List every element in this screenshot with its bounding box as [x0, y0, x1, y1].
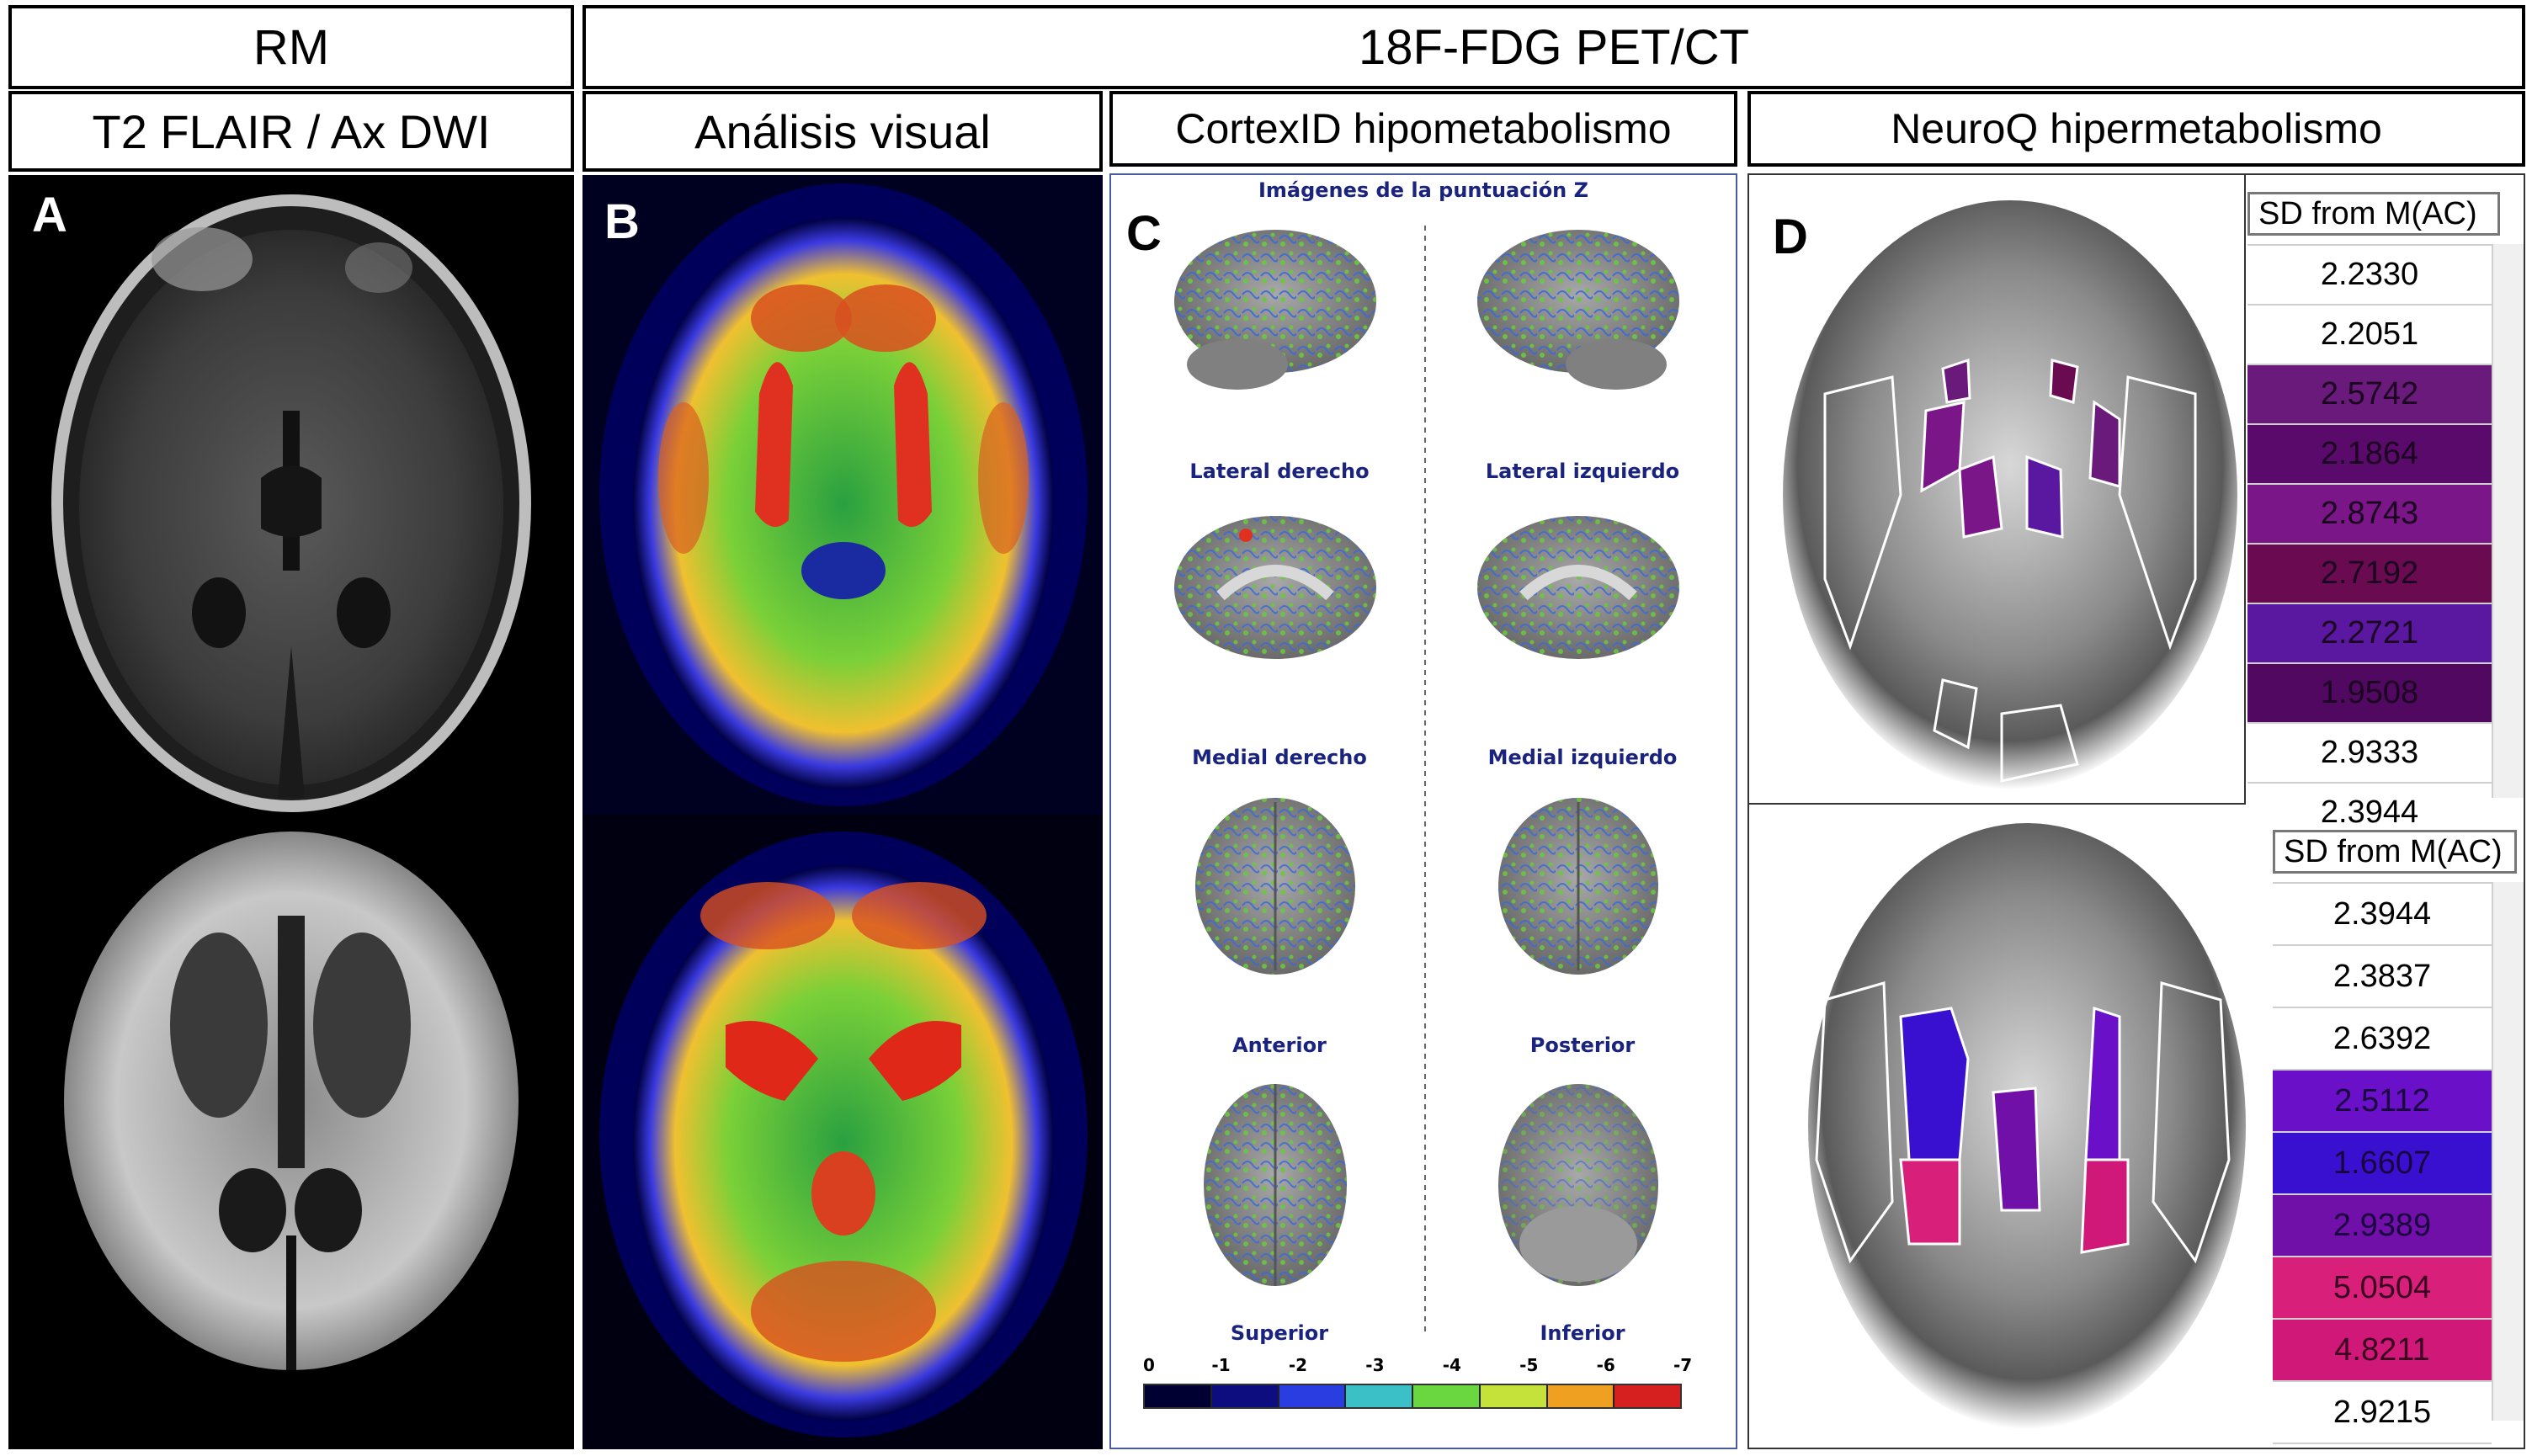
neuroq-table-cell[interactable]: 2.9389 — [2273, 1193, 2492, 1256]
brain-lateral-right — [1174, 230, 1376, 390]
neuroq-table-cell[interactable]: 2.1864 — [2247, 423, 2492, 483]
view-label-medial-left: Medial izquierdo — [1487, 746, 1678, 769]
dwi-axial-image — [64, 832, 519, 1370]
brain-medial-left — [1477, 516, 1679, 659]
header-mri-sequences-label: T2 FLAIR / Ax DWI — [92, 104, 491, 158]
colorbar-tick-label: -2 — [1288, 1355, 1308, 1375]
neuroq-table-header[interactable]: SD from M(AC) — [2273, 830, 2517, 874]
brain-lateral-left — [1477, 230, 1679, 390]
view-label-lateral-right: Lateral derecho — [1189, 460, 1370, 483]
neuroq-table-cell[interactable]: 2.7192 — [2247, 543, 2492, 603]
header-neuroq-label: NeuroQ hipermetabolismo — [1891, 105, 2382, 152]
cortexid-brain-views — [1174, 226, 1679, 1336]
colorbar-segment — [1412, 1385, 1479, 1407]
header-neuroq: NeuroQ hipermetabolismo — [1747, 91, 2525, 167]
brain-medial-right — [1174, 516, 1376, 659]
view-label-inferior: Inferior — [1540, 1321, 1625, 1345]
header-pet-ct-label: 18F-FDG PET/CT — [1358, 19, 1750, 75]
panel-a-letter: A — [32, 188, 67, 242]
colorbar-tick-label: 0 — [1143, 1355, 1155, 1375]
panel-c-letter: C — [1126, 206, 1162, 261]
header-rm: RM — [8, 5, 574, 89]
colorbar-segment — [1145, 1385, 1210, 1407]
panel-c-cortexid: Imágenes de la puntuación Z C — [1109, 173, 1737, 1449]
neuroq-table-cell[interactable]: 2.9215 — [2273, 1380, 2492, 1443]
header-cortexid: CortexID hipometabolismo — [1109, 91, 1737, 167]
colorbar-tick-label: -3 — [1365, 1355, 1385, 1375]
header-pet-ct: 18F-FDG PET/CT — [582, 5, 2525, 89]
brain-posterior — [1498, 798, 1658, 975]
panel-d-neuroq: D SD from M(AC) 2.2330 2.2051 2.5742 2.1864 2… — [1747, 173, 2525, 1449]
colorbar-tick-label: -7 — [1673, 1355, 1693, 1375]
view-label-superior: Superior — [1230, 1321, 1329, 1345]
colorbar-segment — [1478, 1385, 1546, 1407]
flair-axial-image — [51, 194, 531, 812]
colorbar-segment — [1545, 1385, 1614, 1407]
neuroq-table-cell[interactable]: 2.9333 — [2247, 722, 2492, 782]
neuroq-table-cell[interactable]: 2.3944 — [2273, 882, 2492, 944]
mri-images — [51, 194, 531, 1370]
colorbar-segment — [1344, 1385, 1412, 1407]
neuroq-table-cell[interactable]: 2.5742 — [2247, 364, 2492, 423]
neuroq-table-header[interactable]: SD from M(AC) — [2247, 192, 2500, 236]
neuroq-table-cell[interactable]: 2.5112 — [2273, 1069, 2492, 1131]
neuroq-upper-image — [1749, 175, 2246, 805]
neuroq-table-cell[interactable]: 2.3837 — [2273, 944, 2492, 1007]
neuroq-table-cell[interactable]: 2.2051 — [2247, 304, 2492, 364]
header-cortexid-label: CortexID hipometabolismo — [1175, 105, 1672, 152]
view-label-medial-right: Medial derecho — [1192, 746, 1367, 769]
view-label-anterior: Anterior — [1232, 1034, 1327, 1057]
neuroq-lower-image — [1749, 806, 2271, 1448]
colorbar-tick-label: -1 — [1211, 1355, 1231, 1375]
colorbar-segment — [1613, 1385, 1680, 1407]
colorbar-segment — [1210, 1385, 1278, 1407]
view-label-posterior: Posterior — [1529, 1034, 1636, 1057]
brain-inferior — [1498, 1084, 1658, 1286]
colorbar-segment — [1277, 1385, 1345, 1407]
neuroq-table-cell[interactable]: 2.6543 — [2273, 1443, 2492, 1448]
cortexid-title: Imágenes de la puntuación Z — [1258, 178, 1589, 202]
neuroq-table-cell[interactable]: 5.0504 — [2273, 1256, 2492, 1318]
neuroq-table-scrollbar[interactable] — [2492, 882, 2524, 1421]
neuroq-table-cell[interactable]: 2.8743 — [2247, 483, 2492, 543]
brain-anterior — [1195, 798, 1355, 975]
header-visual-analysis: Análisis visual — [582, 91, 1103, 172]
view-label-lateral-left: Lateral izquierdo — [1485, 460, 1680, 483]
colorbar-tick-label: -5 — [1519, 1355, 1539, 1375]
header-visual-analysis-label: Análisis visual — [694, 104, 991, 158]
colorbar-tick-label: -6 — [1596, 1355, 1615, 1375]
colorbar-tick-label: -4 — [1442, 1355, 1461, 1375]
neuroq-table-cell[interactable]: 2.6392 — [2273, 1007, 2492, 1069]
panel-a-mri: A — [8, 175, 574, 1449]
neuroq-table-cell[interactable]: 2.2330 — [2247, 244, 2492, 304]
panel-b-pet: B — [582, 175, 1103, 1449]
neuroq-table-cell[interactable]: 4.8211 — [2273, 1318, 2492, 1380]
header-mri-sequences: T2 FLAIR / Ax DWI — [8, 91, 574, 172]
neuroq-table-cell[interactable]: 1.9508 — [2247, 662, 2492, 722]
panel-b-letter: B — [604, 194, 640, 249]
header-rm-label: RM — [253, 19, 330, 75]
neuroq-table-cell[interactable]: 2.2721 — [2247, 603, 2492, 662]
neuroq-table-scrollbar[interactable] — [2492, 244, 2524, 798]
brain-superior — [1204, 1084, 1347, 1286]
pet-slice-lower — [599, 832, 1088, 1437]
pet-images — [582, 175, 1103, 1449]
zscore-colorbar — [1143, 1384, 1682, 1409]
neuroq-table-cell[interactable]: 1.6607 — [2273, 1131, 2492, 1193]
panel-d-letter: D — [1773, 210, 1808, 264]
pet-slice-upper — [599, 183, 1088, 806]
